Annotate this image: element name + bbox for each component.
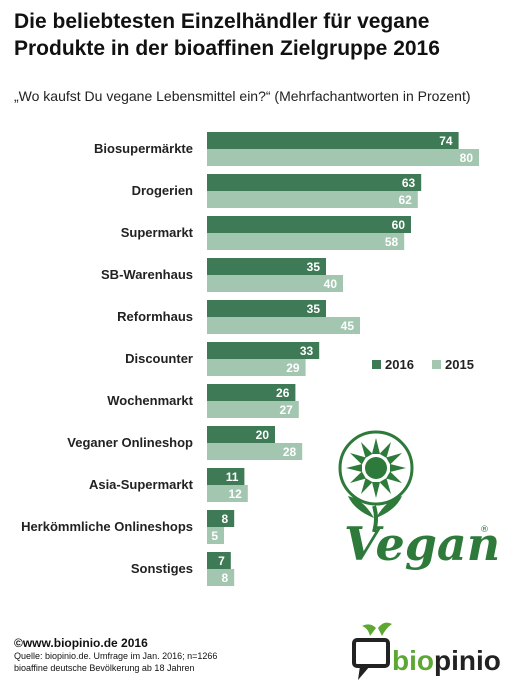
biopinio-logo: biopinio	[352, 622, 501, 680]
bar-2015-drogerien	[207, 191, 418, 208]
category-label-sb-warenhaus: SB-Warenhaus	[101, 267, 193, 282]
bar-2016-herkommliche-onlineshops	[207, 510, 235, 527]
data-label-2015-discounter: 29	[286, 361, 300, 375]
data-label-2016-biosupermarkte: 74	[439, 134, 453, 148]
source-line-2: bioaffine deutsche Bevölkerung ab 18 Jah…	[14, 663, 195, 673]
chart-subtitle: „Wo kaufst Du vegane Lebensmittel ein?“ …	[14, 88, 471, 104]
legend-label-2016: 2016	[385, 357, 414, 372]
bar-2016-biosupermarkte	[207, 132, 459, 149]
data-label-2015-veganer-onlineshop: 28	[283, 445, 297, 459]
bar-2016-veganer-onlineshop	[207, 426, 275, 443]
bar-2016-sonstiges	[207, 552, 231, 569]
category-label-veganer-onlineshop: Veganer Onlineshop	[67, 435, 193, 450]
data-label-2015-biosupermarkte: 80	[460, 151, 474, 165]
bar-2015-biosupermarkte	[207, 149, 479, 166]
registered-mark: ®	[480, 525, 489, 535]
category-label-asia-supermarkt: Asia-Supermarkt	[89, 477, 194, 492]
bar-2016-drogerien	[207, 174, 422, 191]
bar-2016-sb-warenhaus	[207, 258, 326, 275]
data-label-2016-discounter: 33	[300, 344, 314, 358]
data-label-2016-wochenmarkt: 26	[276, 386, 290, 400]
data-label-2016-supermarkt: 60	[392, 218, 406, 232]
data-label-2016-drogerien: 63	[402, 176, 416, 190]
bar-2015-sb-warenhaus	[207, 275, 343, 292]
data-label-2015-herkommliche-onlineshops: 5	[211, 529, 218, 543]
bar-2015-herkommliche-onlineshops	[207, 527, 224, 544]
bar-2015-reformhaus	[207, 317, 360, 334]
bar-2015-supermarkt	[207, 233, 405, 250]
legend-label-2015: 2015	[445, 357, 474, 372]
data-label-2016-sb-warenhaus: 35	[307, 260, 321, 274]
biopinio-speech-bubble-icon	[352, 622, 392, 680]
bar-2016-reformhaus	[207, 300, 326, 317]
data-label-2016-veganer-onlineshop: 20	[256, 428, 270, 442]
footer: ©www.biopinio.de 2016 Quelle: biopinio.d…	[14, 636, 217, 674]
biopinio-pinio: pinio	[434, 645, 501, 676]
chart-title: Die beliebtesten Einzelhändler für vegan…	[14, 10, 440, 60]
bar-2016-asia-supermarkt	[207, 468, 245, 485]
category-label-supermarkt: Supermarkt	[121, 225, 194, 240]
category-label-herkommliche-onlineshops: Herkömmliche Onlineshops	[21, 519, 193, 534]
legend: 2016 2015	[372, 357, 474, 372]
data-label-2015-reformhaus: 45	[341, 319, 355, 333]
bar-2015-wochenmarkt	[207, 401, 299, 418]
data-label-2016-reformhaus: 35	[307, 302, 321, 316]
category-label-sonstiges: Sonstiges	[131, 561, 193, 576]
data-label-2016-herkommliche-onlineshops: 8	[222, 512, 229, 526]
source-line-1: Quelle: biopinio.de. Umfrage im Jan. 201…	[14, 651, 218, 661]
bar-2015-discounter	[207, 359, 306, 376]
bar-2015-sonstiges	[207, 569, 235, 586]
category-label-discounter: Discounter	[125, 351, 193, 366]
vegan-logo: Vegan ®	[338, 430, 498, 571]
bar-2015-asia-supermarkt	[207, 485, 248, 502]
legend-swatch-2015	[432, 360, 441, 369]
data-label-2015-sonstiges: 8	[222, 571, 229, 585]
svg-text:biopinio: biopinio	[392, 645, 501, 676]
data-label-2015-asia-supermarkt: 12	[228, 487, 242, 501]
data-label-2015-supermarkt: 58	[385, 235, 399, 249]
legend-swatch-2016	[372, 360, 381, 369]
vegan-wordmark: Vegan	[344, 517, 498, 571]
data-label-2015-sb-warenhaus: 40	[324, 277, 338, 291]
category-label-wochenmarkt: Wochenmarkt	[107, 393, 193, 408]
biopinio-bio: bio	[392, 645, 434, 676]
copyright-text: ©www.biopinio.de 2016	[14, 636, 148, 650]
bar-2015-veganer-onlineshop	[207, 443, 303, 460]
data-label-2015-wochenmarkt: 27	[279, 403, 293, 417]
category-label-drogerien: Drogerien	[132, 183, 193, 198]
category-labels: Biosupermärkte Drogerien Supermarkt SB-Ware…	[21, 141, 194, 576]
data-label-2015-drogerien: 62	[398, 193, 412, 207]
bar-2016-supermarkt	[207, 216, 411, 233]
vegan-sunflower-icon	[338, 430, 414, 533]
category-label-biosupermarkte: Biosupermärkte	[94, 141, 193, 156]
bar-2016-wochenmarkt	[207, 384, 296, 401]
bar-2016-discounter	[207, 342, 320, 359]
category-label-reformhaus: Reformhaus	[117, 309, 193, 324]
data-label-2016-asia-supermarkt: 11	[226, 470, 239, 484]
data-label-2016-sonstiges: 7	[218, 554, 225, 568]
